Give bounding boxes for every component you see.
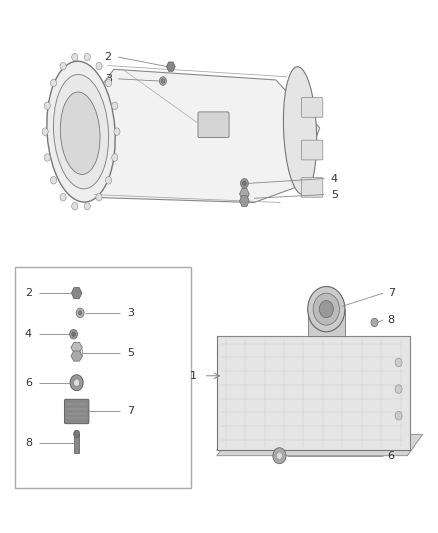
Polygon shape (57, 69, 320, 203)
Bar (308, 309, 345, 336)
Ellipse shape (47, 61, 115, 202)
Circle shape (96, 62, 102, 70)
Text: 6: 6 (388, 451, 395, 461)
Circle shape (106, 79, 112, 87)
FancyBboxPatch shape (64, 399, 89, 424)
Circle shape (240, 179, 248, 188)
Text: 4: 4 (25, 329, 32, 339)
Text: 2: 2 (105, 52, 112, 62)
Circle shape (161, 79, 165, 83)
Ellipse shape (53, 75, 109, 189)
Circle shape (42, 128, 48, 135)
Circle shape (106, 176, 112, 184)
Circle shape (112, 102, 118, 109)
Ellipse shape (283, 67, 317, 195)
Text: 2: 2 (25, 288, 32, 298)
Circle shape (74, 430, 80, 438)
Ellipse shape (319, 301, 333, 318)
Circle shape (72, 332, 75, 336)
Text: 7: 7 (388, 288, 395, 298)
Text: 3: 3 (105, 74, 112, 84)
Text: 5: 5 (127, 348, 134, 358)
Polygon shape (71, 351, 82, 361)
Circle shape (114, 128, 120, 135)
Circle shape (44, 102, 50, 109)
Circle shape (44, 154, 50, 161)
Polygon shape (240, 196, 249, 206)
Circle shape (243, 181, 246, 185)
Text: 5: 5 (331, 190, 338, 199)
Text: 8: 8 (25, 439, 32, 448)
Polygon shape (166, 62, 175, 71)
FancyBboxPatch shape (301, 98, 323, 117)
Circle shape (60, 193, 66, 201)
Circle shape (72, 203, 78, 210)
Text: 6: 6 (25, 378, 32, 387)
Polygon shape (217, 434, 423, 456)
Circle shape (159, 77, 166, 85)
Circle shape (70, 375, 83, 391)
Circle shape (84, 53, 90, 61)
Circle shape (112, 154, 118, 161)
Polygon shape (240, 189, 249, 199)
Polygon shape (232, 344, 392, 376)
Ellipse shape (313, 293, 339, 325)
Circle shape (273, 448, 286, 464)
Circle shape (50, 79, 57, 87)
Text: 1: 1 (190, 371, 197, 381)
Circle shape (72, 53, 78, 61)
Circle shape (60, 62, 66, 70)
Polygon shape (217, 416, 407, 450)
Text: 8: 8 (388, 315, 395, 325)
Circle shape (70, 329, 78, 339)
Text: 4: 4 (331, 174, 338, 183)
Circle shape (395, 411, 402, 420)
Polygon shape (71, 288, 82, 298)
Text: 7: 7 (127, 407, 134, 416)
Circle shape (395, 385, 402, 393)
Circle shape (395, 358, 402, 367)
Bar (15, 266, 191, 488)
Circle shape (76, 308, 84, 318)
Circle shape (96, 193, 102, 201)
Circle shape (50, 176, 57, 184)
Circle shape (78, 311, 82, 315)
Circle shape (371, 318, 378, 327)
Bar (74, 434, 79, 453)
Circle shape (84, 203, 90, 210)
FancyBboxPatch shape (217, 336, 410, 450)
Polygon shape (71, 342, 82, 353)
FancyBboxPatch shape (198, 112, 229, 138)
FancyBboxPatch shape (301, 177, 323, 197)
Ellipse shape (307, 287, 345, 332)
Circle shape (74, 379, 80, 386)
Ellipse shape (60, 92, 100, 174)
Text: 3: 3 (127, 308, 134, 318)
Circle shape (276, 452, 283, 459)
FancyBboxPatch shape (301, 140, 323, 160)
Polygon shape (217, 376, 392, 450)
